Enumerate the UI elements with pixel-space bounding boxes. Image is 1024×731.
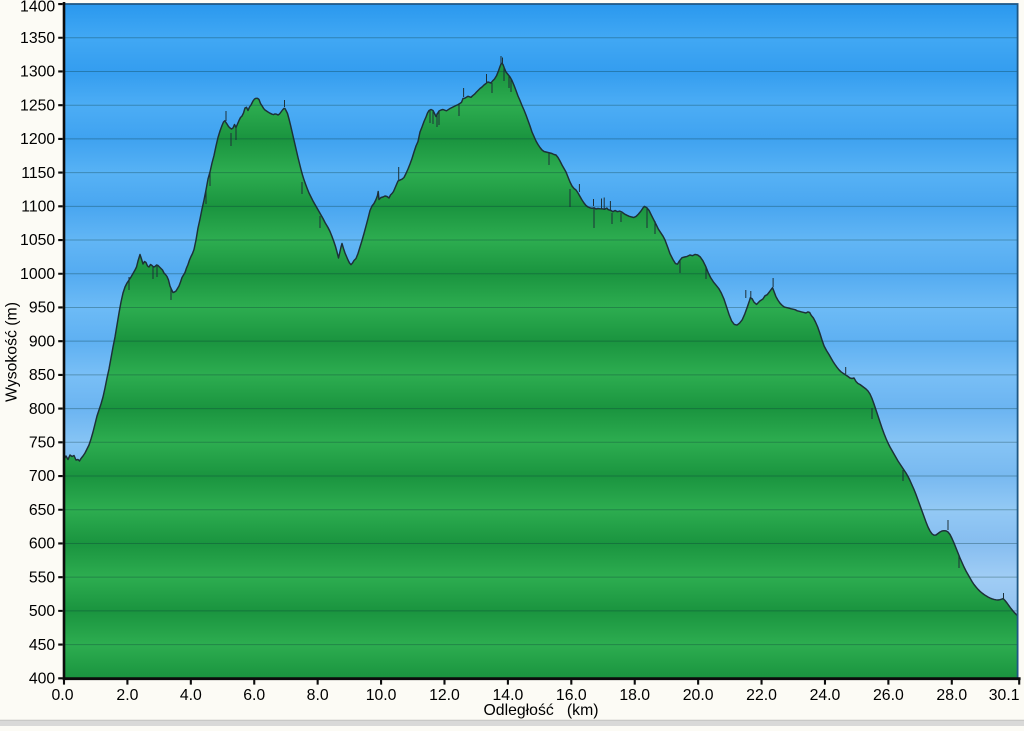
svg-text:16.0: 16.0 (556, 687, 587, 704)
svg-text:750: 750 (29, 435, 56, 452)
svg-text:0.0: 0.0 (52, 687, 74, 704)
svg-text:1200: 1200 (20, 131, 55, 148)
svg-text:24.0: 24.0 (810, 687, 841, 704)
svg-text:600: 600 (29, 536, 56, 553)
svg-text:700: 700 (29, 468, 56, 485)
svg-text:Odległość (km): Odległość (km) (484, 702, 599, 719)
svg-text:18.0: 18.0 (619, 687, 650, 704)
svg-text:400: 400 (29, 671, 56, 688)
svg-text:22.0: 22.0 (746, 687, 777, 704)
svg-text:500: 500 (29, 603, 56, 620)
svg-text:26.0: 26.0 (873, 687, 904, 704)
svg-text:12.0: 12.0 (429, 687, 460, 704)
svg-text:1150: 1150 (21, 165, 55, 182)
svg-text:650: 650 (29, 502, 56, 519)
svg-text:8.0: 8.0 (307, 687, 329, 704)
svg-text:1350: 1350 (20, 30, 55, 47)
svg-text:550: 550 (29, 569, 56, 586)
svg-text:900: 900 (29, 333, 56, 350)
svg-text:1250: 1250 (20, 97, 55, 114)
svg-text:10.0: 10.0 (366, 687, 397, 704)
svg-text:1400: 1400 (20, 0, 55, 16)
svg-text:2.0: 2.0 (116, 687, 138, 704)
svg-text:1000: 1000 (20, 266, 55, 283)
svg-text:Wysokość (m): Wysokość (m) (4, 302, 21, 402)
svg-text:14.0: 14.0 (493, 687, 524, 704)
svg-text:28.0: 28.0 (936, 687, 967, 704)
svg-text:850: 850 (29, 367, 56, 384)
svg-text:4.0: 4.0 (180, 687, 202, 704)
svg-text:1050: 1050 (20, 232, 55, 249)
svg-text:20.0: 20.0 (683, 687, 714, 704)
svg-text:450: 450 (29, 637, 56, 654)
svg-text:1100: 1100 (21, 199, 55, 216)
svg-text:1300: 1300 (20, 64, 55, 81)
svg-text:30.1: 30.1 (989, 687, 1020, 704)
svg-text:950: 950 (29, 300, 56, 317)
svg-text:800: 800 (29, 401, 56, 418)
svg-text:6.0: 6.0 (243, 687, 265, 704)
